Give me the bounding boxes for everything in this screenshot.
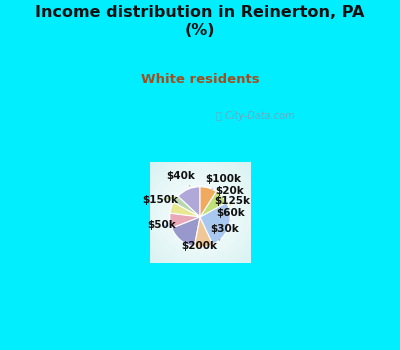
Wedge shape (194, 217, 213, 247)
Text: $30k: $30k (210, 224, 239, 240)
Text: ⓘ City-Data.com: ⓘ City-Data.com (216, 111, 295, 121)
Text: Income distribution in Reinerton, PA
(%): Income distribution in Reinerton, PA (%) (35, 5, 365, 38)
Wedge shape (170, 213, 200, 228)
Text: $150k: $150k (143, 195, 179, 205)
Wedge shape (200, 202, 230, 244)
Text: White residents: White residents (141, 74, 259, 86)
Text: $60k: $60k (216, 208, 245, 221)
Wedge shape (178, 187, 200, 217)
Wedge shape (172, 217, 200, 247)
Text: $40k: $40k (166, 171, 195, 186)
Text: $200k: $200k (182, 241, 218, 251)
Wedge shape (170, 202, 200, 217)
Wedge shape (174, 196, 200, 217)
Text: $125k: $125k (214, 196, 250, 206)
Wedge shape (200, 191, 226, 217)
Text: $20k: $20k (215, 186, 244, 199)
Wedge shape (200, 187, 216, 217)
Text: $100k: $100k (206, 174, 242, 189)
Text: $50k: $50k (147, 220, 176, 230)
